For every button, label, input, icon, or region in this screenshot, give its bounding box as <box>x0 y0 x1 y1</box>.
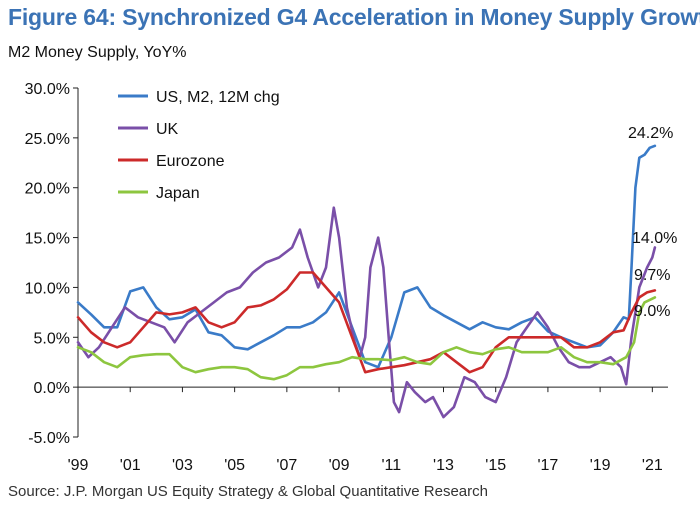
y-tick-label: -5.0% <box>28 430 70 447</box>
end-value-label: 14.0% <box>632 230 677 247</box>
y-tick-label: 10.0% <box>25 280 70 297</box>
x-tick-label: '07 <box>276 457 297 474</box>
x-tick-label: '21 <box>642 457 663 474</box>
legend-label: US, M2, 12M chg <box>156 89 280 106</box>
series-line-3 <box>76 296 657 381</box>
source-note: Source: J.P. Morgan US Equity Strategy &… <box>8 483 488 500</box>
x-tick-label: '11 <box>381 457 401 474</box>
y-tick-label: 15.0% <box>25 231 70 248</box>
chart-title: Figure 64: Synchronized G4 Acceleration … <box>8 4 700 30</box>
chart-legend: US, M2, 12M chg UK Eurozone Japan <box>118 89 280 202</box>
y-tick-label: 30.0% <box>25 81 70 98</box>
y-tick-label: 0.0% <box>34 380 70 397</box>
chart-subtitle: M2 Money Supply, YoY% <box>8 44 187 61</box>
x-tick-label: '15 <box>485 457 506 474</box>
series-line-2 <box>76 271 657 374</box>
x-tick-label: '13 <box>433 457 454 474</box>
series-layer <box>76 144 657 419</box>
x-tick-label: '03 <box>172 457 193 474</box>
chart-axes: 30.0% 25.0% 20.0% 15.0% 10.0% 5.0% 0.0% -5.0% '9… <box>25 81 668 474</box>
legend-label: Japan <box>156 185 200 202</box>
y-tick-label: 5.0% <box>34 330 70 347</box>
y-tick-label: 20.0% <box>25 181 70 198</box>
end-value-label: 9.7% <box>634 267 670 284</box>
y-tick-label: 25.0% <box>25 131 70 148</box>
x-tick-label: '05 <box>224 457 245 474</box>
legend-label: Eurozone <box>156 153 225 170</box>
legend-label: UK <box>156 121 179 138</box>
x-tick-label: '01 <box>120 457 141 474</box>
series-line-1 <box>76 206 657 419</box>
end-value-label: 9.0% <box>634 303 670 320</box>
end-value-label: 24.2% <box>628 125 673 142</box>
line-chart: 30.0% 25.0% 20.0% 15.0% 10.0% 5.0% 0.0% -5.0% '9… <box>25 81 678 474</box>
x-tick-label: '09 <box>329 457 350 474</box>
x-tick-label: '17 <box>537 457 558 474</box>
end-labels: 24.2% 14.0% 9.7% 9.0% <box>628 125 677 320</box>
x-tick-label: '99 <box>68 457 89 474</box>
x-tick-label: '19 <box>590 457 611 474</box>
